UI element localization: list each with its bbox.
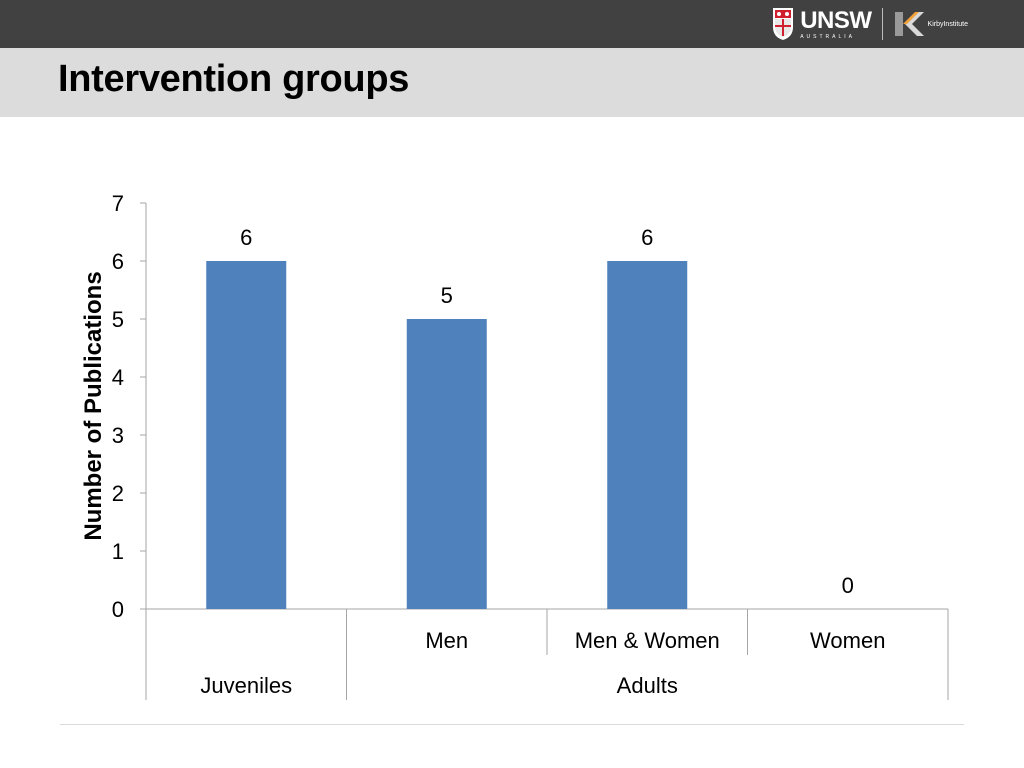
footer-divider — [60, 724, 964, 725]
x-category-label: Men — [425, 628, 468, 653]
y-tick-label: 5 — [112, 307, 124, 332]
x-group-label: Adults — [617, 673, 678, 698]
y-tick-label: 7 — [112, 191, 124, 216]
y-tick-label: 2 — [112, 481, 124, 506]
y-tick-label: 3 — [112, 423, 124, 448]
partner-name: KirbyInstitute — [927, 20, 968, 28]
data-label: 6 — [641, 225, 653, 250]
logo-area: UNSW AUSTRALIA KirbyInstitute — [772, 4, 968, 44]
y-tick-label: 1 — [112, 539, 124, 564]
unsw-crest-icon — [773, 8, 794, 40]
page-title: Intervention groups — [58, 58, 410, 100]
org-sub: AUSTRALIA — [800, 33, 855, 40]
data-label: 0 — [842, 573, 854, 598]
data-label: 6 — [240, 225, 252, 250]
x-group-label: Juveniles — [200, 673, 292, 698]
org-name: UNSW — [800, 6, 872, 34]
title-bar — [0, 48, 1024, 117]
header-bar: UNSW AUSTRALIA KirbyInstitute — [0, 0, 1024, 48]
x-category-label: Women — [810, 628, 885, 653]
bar — [607, 261, 688, 609]
logo-divider — [881, 8, 883, 40]
y-tick-label: 0 — [112, 597, 124, 622]
unsw-logo: UNSW AUSTRALIA — [800, 6, 872, 40]
data-label: 5 — [441, 283, 453, 308]
kirby-logo-icon — [894, 12, 924, 36]
y-tick-label: 4 — [112, 365, 124, 390]
y-axis-title: Number of Publications — [80, 271, 107, 540]
bar — [406, 319, 487, 609]
y-tick-label: 6 — [112, 249, 124, 274]
bar — [206, 261, 287, 609]
x-category-label: Men & Women — [575, 628, 720, 653]
